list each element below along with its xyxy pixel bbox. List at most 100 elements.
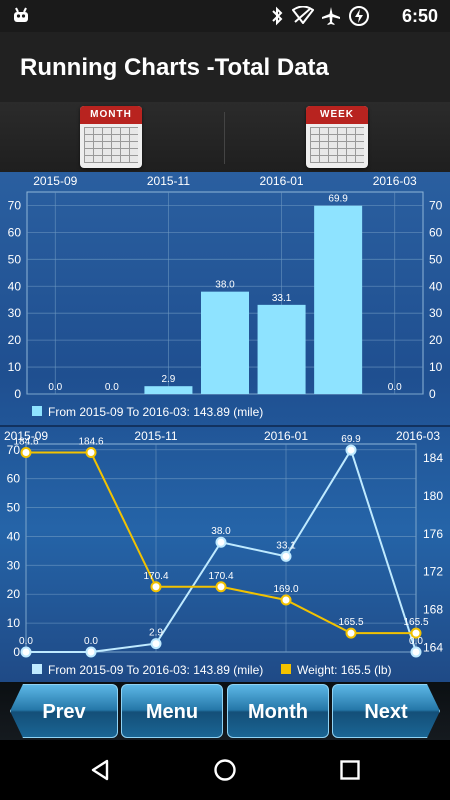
y-tick-label-left: 60: [7, 472, 21, 486]
y-tick-label-left: 50: [8, 252, 22, 266]
airplane-mode-icon: [320, 6, 342, 26]
weight-legend-label: Weight: 165.5 (lb): [297, 663, 392, 677]
home-icon[interactable]: [213, 758, 237, 782]
menu-button[interactable]: Menu: [121, 684, 223, 738]
tab-month[interactable]: MONTH: [0, 102, 224, 175]
y-tick-label-left: 20: [8, 333, 22, 347]
recents-icon[interactable]: [338, 758, 362, 782]
y-tick-label-right: 172: [423, 565, 443, 579]
weight-point: [150, 581, 162, 593]
page-title: Running Charts -Total Data: [20, 54, 329, 81]
distance-value-label: 38.0: [211, 526, 231, 537]
prev-button[interactable]: Prev: [10, 684, 118, 738]
y-tick-label-left: 40: [7, 529, 21, 543]
y-tick-label-left: 10: [7, 616, 21, 630]
distance-value-label: 0.0: [19, 636, 33, 647]
y-tick-label-left: 10: [8, 360, 22, 374]
distance-legend-label: From 2015-09 To 2016-03: 143.89 (mile): [48, 663, 263, 677]
weight-point: [280, 594, 292, 606]
bar-value-label: 0.0: [105, 382, 119, 393]
bar: [144, 386, 193, 394]
bar: [201, 291, 249, 394]
distance-point: [280, 550, 292, 562]
distance-value-label: 69.9: [341, 434, 361, 445]
distance-value-label: 33.1: [276, 540, 296, 551]
distance-point: [150, 638, 162, 650]
x-tick-label: 2016-01: [260, 174, 304, 188]
y-tick-label-right: 164: [423, 640, 443, 654]
distance-point: [85, 646, 97, 658]
monthly-distance-weight-line-chart: 0 10 20 30 40 50 60 70 164 168 172 176 180 184 2015-09…: [4, 429, 443, 677]
bar-value-label: 2.9: [161, 374, 175, 385]
y-tick-label-left: 70: [8, 198, 22, 212]
y-tick-label-right: 50: [429, 252, 443, 266]
weight-legend-swatch: [281, 664, 291, 674]
y-tick-label-right: 60: [429, 225, 443, 239]
weight-value-label: 184.6: [13, 437, 38, 448]
week-calendar-icon: WEEK: [306, 106, 368, 168]
bluetooth-icon: [266, 6, 288, 26]
weight-point: [215, 581, 227, 593]
bar-legend-label: From 2015-09 To 2016-03: 143.89 (mile): [48, 405, 263, 419]
week-tab-label: WEEK: [306, 106, 368, 124]
distance-point: [215, 536, 227, 548]
y-tick-label-right: 176: [423, 527, 443, 541]
weight-value-label: 169.0: [273, 584, 298, 595]
distance-point: [345, 444, 357, 456]
x-tick-label: 2015-11: [134, 429, 177, 443]
month-calendar-icon: MONTH: [80, 106, 142, 168]
distance-value-label: 2.9: [149, 628, 163, 639]
month-button[interactable]: Month: [227, 684, 329, 738]
x-tick-label: 2015-09: [4, 429, 48, 443]
y-tick-label-right: 70: [429, 198, 443, 212]
next-button[interactable]: Next: [332, 684, 440, 738]
weight-value-label: 170.4: [143, 571, 168, 582]
y-tick-label-right: 10: [429, 360, 443, 374]
wifi-icon: [291, 5, 315, 26]
status-bar: 6:50: [0, 0, 450, 32]
weight-value-label: 170.4: [208, 571, 233, 582]
y-tick-label-right: 168: [423, 602, 443, 616]
bar: [314, 205, 363, 394]
y-tick-label-right: 0: [429, 387, 436, 401]
y-tick-label-left: 0: [13, 645, 20, 659]
y-tick-label-right: 184: [423, 451, 443, 465]
x-tick-label: 2015-11: [147, 174, 190, 188]
bar-value-label: 69.9: [328, 194, 348, 205]
y-tick-label-left: 40: [8, 279, 22, 293]
x-tick-label: 2015-09: [33, 174, 77, 188]
y-tick-label-right: 30: [429, 306, 443, 320]
charts-area: 0 0 10 10 20 20 30 30 40 40 50 50 60 60 70 70 2015-09 201…: [0, 172, 450, 682]
status-time: 6:50: [401, 6, 438, 26]
battery-charging-icon: [348, 6, 370, 26]
y-tick-label-left: 0: [14, 387, 21, 401]
tab-week[interactable]: WEEK: [226, 102, 450, 172]
system-nav-bar: [0, 740, 450, 800]
bar: [257, 304, 306, 394]
distance-value-label: 0.0: [84, 636, 98, 647]
weight-point: [410, 627, 422, 639]
bar-value-label: 0.0: [48, 382, 62, 393]
y-tick-label-left: 60: [8, 225, 22, 239]
bar-value-label: 33.1: [272, 293, 292, 304]
y-tick-label-right: 40: [429, 279, 443, 293]
app-bar: Running Charts -Total Data: [0, 32, 450, 102]
weight-point: [85, 447, 97, 459]
x-tick-label: 2016-03: [373, 174, 417, 188]
monthly-distance-bar-chart: 0 0 10 10 20 20 30 30 40 40 50 50 60 60 70 70 2015-09 201…: [8, 174, 443, 419]
y-tick-label-left: 30: [7, 558, 21, 572]
distance-legend-swatch: [32, 664, 42, 674]
bar-value-label: 0.0: [388, 382, 402, 393]
distance-point: [410, 646, 422, 658]
bar-value-label: 38.0: [215, 280, 235, 291]
x-tick-label: 2016-03: [396, 429, 440, 443]
bottom-toolbar: Prev Menu Month Next: [0, 682, 450, 740]
back-icon[interactable]: [88, 758, 112, 782]
y-tick-label-left: 50: [7, 501, 21, 515]
y-tick-label-right: 20: [429, 333, 443, 347]
android-debug-icon: [10, 6, 32, 26]
y-tick-label-left: 20: [7, 587, 21, 601]
distance-value-label: 0.0: [409, 636, 423, 647]
weight-value-label: 165.5: [338, 617, 363, 628]
y-tick-label-left: 30: [8, 306, 22, 320]
